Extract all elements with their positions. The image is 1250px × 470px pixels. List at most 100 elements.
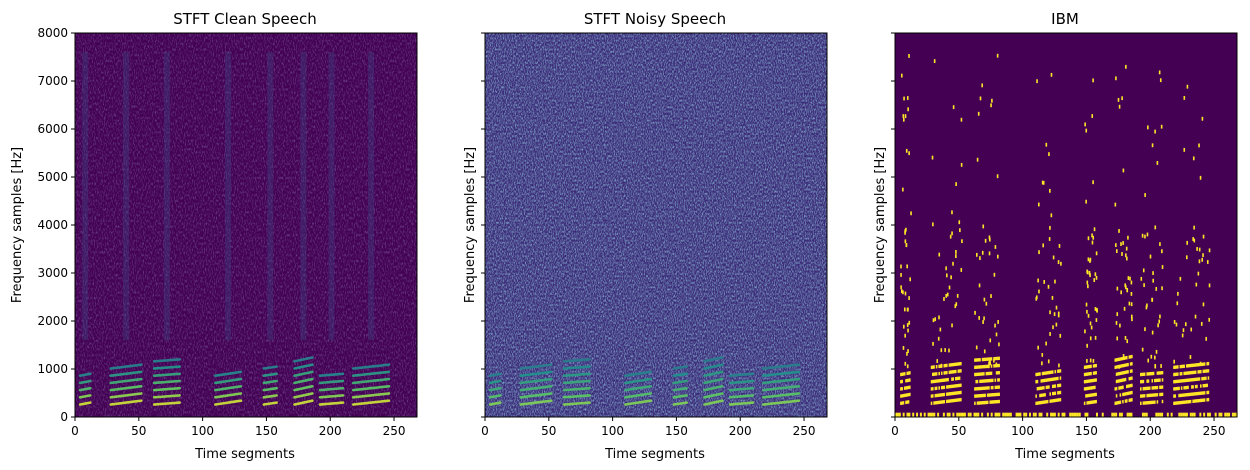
mask-cell xyxy=(1131,398,1133,402)
mask-cell xyxy=(1046,412,1049,417)
mask-cell xyxy=(1092,371,1095,375)
mask-cell xyxy=(981,412,984,417)
plot-area xyxy=(484,32,828,418)
mask-cell xyxy=(1045,378,1048,382)
mask-cell xyxy=(967,412,970,417)
mask-cell xyxy=(1043,279,1046,284)
mask-cell xyxy=(1184,322,1187,327)
mask-cell xyxy=(1155,378,1157,383)
mask-cell xyxy=(1083,401,1086,406)
mask-cell xyxy=(1046,399,1049,404)
mask-cell xyxy=(1118,412,1121,417)
mask-cell xyxy=(989,357,992,361)
mask-cell xyxy=(1123,378,1126,382)
x-axis-label: Time segments xyxy=(604,447,705,462)
mask-cell xyxy=(1155,286,1158,291)
mask-cell xyxy=(1157,371,1160,375)
mask-cell xyxy=(1059,376,1062,380)
harmonic-band xyxy=(624,392,653,399)
mask-cell xyxy=(900,289,903,294)
mask-cell xyxy=(975,412,978,417)
mask-cell xyxy=(1055,398,1058,402)
mask-cell xyxy=(1154,386,1156,390)
mask-cell xyxy=(974,394,976,398)
mask-cell xyxy=(1114,365,1117,370)
mask-cell xyxy=(1198,391,1201,396)
mask-cell xyxy=(991,98,993,103)
mask-cell xyxy=(1142,394,1145,398)
mask-cell xyxy=(1218,412,1221,417)
mask-cell xyxy=(1052,325,1054,330)
mask-cell xyxy=(1148,393,1151,398)
mask-cell xyxy=(1152,271,1154,276)
y-tick-label: 7000 xyxy=(37,74,68,88)
x-tick-label: 150 xyxy=(1075,424,1098,438)
mask-cell xyxy=(1228,412,1231,417)
harmonic-band xyxy=(78,372,92,378)
mask-cell xyxy=(1179,276,1182,281)
mask-cell xyxy=(951,370,953,374)
mask-cell xyxy=(1083,372,1086,377)
mask-cell xyxy=(1185,393,1188,397)
mask-cell xyxy=(948,412,951,417)
mask-cell xyxy=(1087,386,1090,391)
mask-cell xyxy=(952,412,955,417)
mask-cell xyxy=(944,378,947,382)
mask-cell xyxy=(1179,379,1182,383)
mask-cell xyxy=(1183,147,1186,152)
mask-cell xyxy=(1224,412,1227,417)
mask-cell xyxy=(909,371,911,375)
mask-cell xyxy=(1088,364,1091,369)
harmonic-band xyxy=(109,370,143,378)
mask-cell xyxy=(974,401,976,406)
mask-cell xyxy=(1045,371,1048,375)
mask-cell xyxy=(1046,371,1049,375)
mask-cell xyxy=(981,386,984,391)
mask-cell xyxy=(1129,391,1132,395)
mask-cell xyxy=(944,348,946,352)
mask-cell xyxy=(1201,362,1203,367)
mask-cell xyxy=(1051,384,1054,389)
mask-cell xyxy=(952,362,955,367)
mask-cell xyxy=(981,365,984,369)
mask-cell xyxy=(1154,400,1156,404)
mask-cell xyxy=(901,379,903,384)
mask-cell xyxy=(983,297,986,302)
mask-cell xyxy=(993,358,995,363)
mask-cell xyxy=(1084,412,1087,417)
mask-cell xyxy=(1119,400,1122,404)
mask-cell xyxy=(1086,386,1088,391)
mask-cell xyxy=(907,107,909,112)
mask-cell xyxy=(1087,284,1089,289)
panel-title: STFT Noisy Speech xyxy=(584,10,726,28)
mask-cell xyxy=(1156,161,1159,165)
mask-cell xyxy=(1155,412,1158,417)
mask-cell xyxy=(1140,380,1142,384)
mask-cell xyxy=(1151,393,1154,397)
x-tick-label: 50 xyxy=(131,424,146,438)
mask-cell xyxy=(1160,124,1163,129)
mask-cell xyxy=(1161,286,1163,291)
mask-cell xyxy=(986,364,989,369)
mask-cell xyxy=(1175,401,1178,405)
mask-cell xyxy=(947,385,949,389)
harmonic-band xyxy=(109,384,143,392)
mask-cell xyxy=(1180,400,1183,405)
harmonic-band xyxy=(351,384,391,392)
mask-cell xyxy=(955,182,957,187)
mask-cell xyxy=(1184,400,1187,404)
mask-cell xyxy=(1150,400,1152,405)
x-axis-label: Time segments xyxy=(194,447,295,462)
harmonic-band xyxy=(152,394,181,399)
mask-cell xyxy=(1017,412,1020,417)
mask-cell xyxy=(1123,356,1126,360)
mask-cell xyxy=(943,400,946,404)
mask-cell xyxy=(930,394,933,398)
mask-cell xyxy=(995,332,998,337)
mask-cell xyxy=(902,114,905,118)
mask-cell xyxy=(935,379,938,383)
mask-cell xyxy=(903,372,906,376)
mask-cell xyxy=(900,387,902,391)
mask-cell xyxy=(1041,180,1044,185)
harmonic-band xyxy=(562,401,591,406)
